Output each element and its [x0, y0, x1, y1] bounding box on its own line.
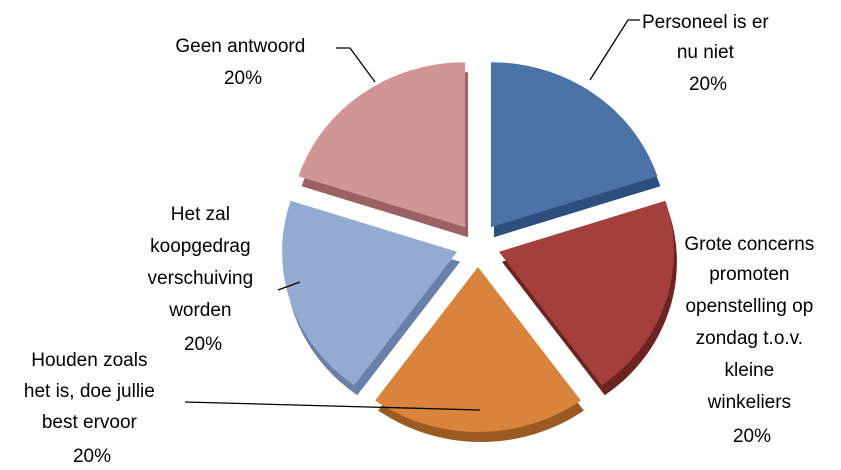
label-line: Geen antwoord: [175, 36, 305, 57]
percent-label: 20%: [224, 68, 262, 89]
label-line: promoten: [709, 264, 789, 285]
label-line: Personeel is er: [642, 12, 769, 33]
label-line: kleine: [725, 360, 775, 381]
label-line: het is, doe jullie: [24, 381, 155, 402]
slice-label-personeel: Personeel is er nu niet 20%: [642, 12, 774, 95]
pie-slice-houden-zoals: [375, 267, 581, 433]
label-line: best ervoor: [42, 412, 138, 433]
pie-slice-geen-antwoord: [298, 62, 466, 228]
label-line: Grote concerns: [684, 234, 814, 255]
leader-line-het-zal: [277, 281, 301, 291]
leader-line-geen-antwoord: [336, 47, 376, 83]
label-line: openstelling op: [685, 296, 813, 317]
leader-line-houden: [184, 401, 481, 411]
label-line: nu niet: [677, 42, 735, 63]
slice-tops: [282, 62, 674, 433]
label-line: worden: [168, 300, 231, 321]
percent-label: 20%: [733, 426, 771, 447]
slice-label-houden-zoals: Houden zoals het is, doe jullie best erv…: [24, 350, 160, 467]
label-line: verschuiving: [148, 268, 254, 289]
label-line: winkeliers: [707, 392, 791, 413]
slice-label-grote-concerns: Grote concerns promoten openstelling op …: [684, 234, 819, 447]
pie-slice-personeel: [490, 62, 658, 228]
slice-label-geen-antwoord: Geen antwoord 20%: [175, 36, 310, 89]
label-line: Het zal: [171, 204, 230, 225]
leader-lines: [184, 19, 640, 411]
pie-slice-grote-concerns: [498, 200, 674, 386]
leader-line-personeel: [589, 19, 640, 81]
percent-label: 20%: [184, 334, 222, 355]
label-line: zondag t.o.v.: [696, 328, 803, 349]
slice-label-het-zal: Het zal koopgedrag verschuiving worden 2…: [148, 204, 259, 355]
label-line: koopgedrag: [150, 236, 250, 257]
percent-label: 20%: [689, 74, 727, 95]
percent-label: 20%: [73, 446, 111, 467]
pie-slice-het-zal: [282, 200, 458, 386]
label-line: Houden zoals: [31, 350, 147, 371]
